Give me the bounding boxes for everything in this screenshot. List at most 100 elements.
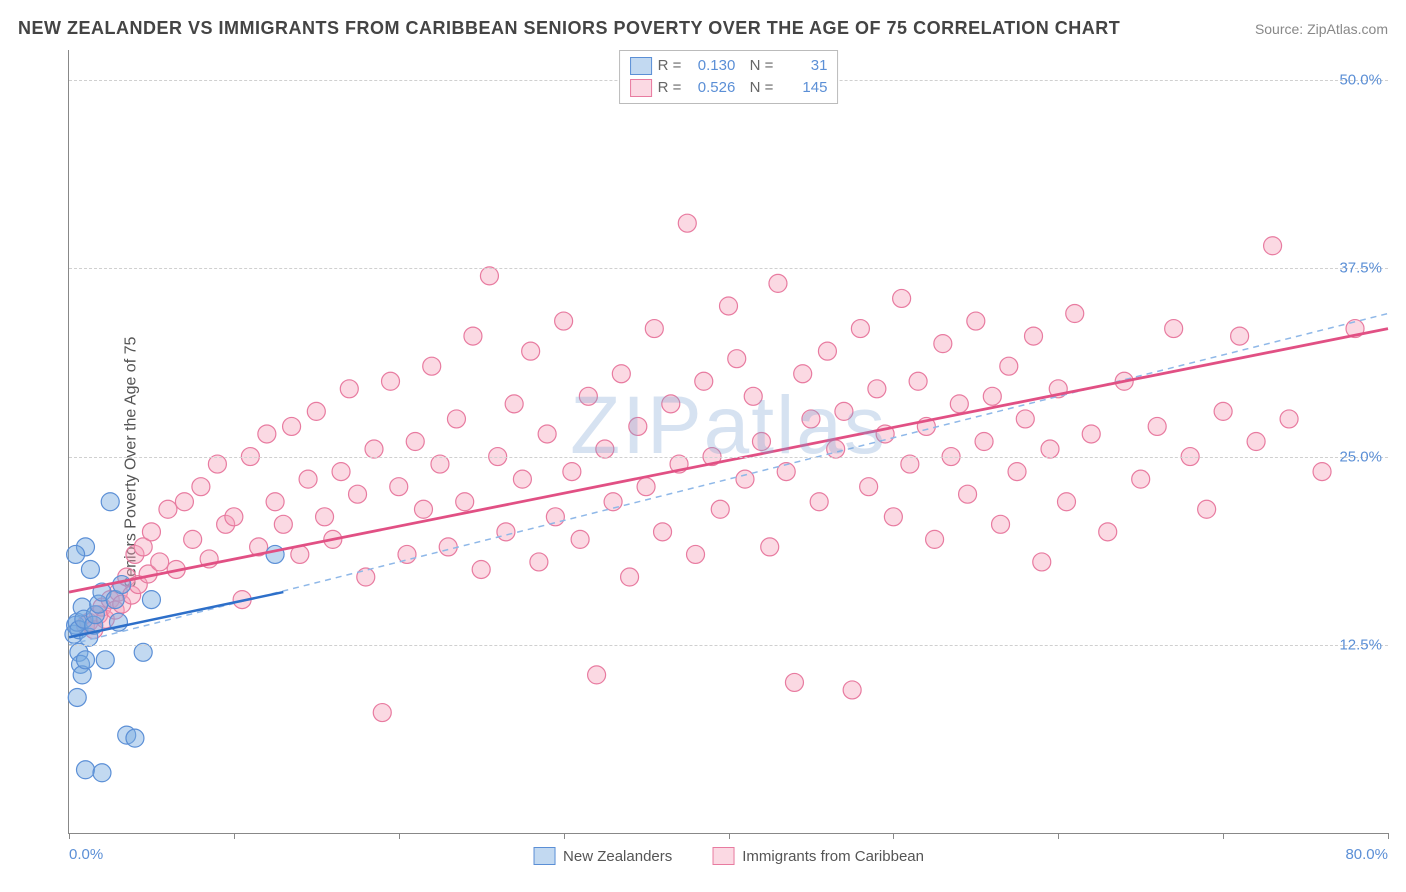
scatter-point — [406, 433, 424, 451]
x-tick — [1058, 833, 1059, 839]
scatter-point — [967, 312, 985, 330]
chart-source: Source: ZipAtlas.com — [1255, 21, 1388, 37]
legend-swatch — [630, 79, 652, 97]
scatter-point — [151, 553, 169, 571]
scatter-point — [1132, 470, 1150, 488]
scatter-point — [126, 729, 144, 747]
scatter-point — [101, 493, 119, 511]
y-tick-label: 25.0% — [1339, 448, 1382, 465]
scatter-point — [142, 591, 160, 609]
scatter-point — [1148, 417, 1166, 435]
scatter-point — [68, 688, 86, 706]
scatter-point — [901, 455, 919, 473]
scatter-point — [546, 508, 564, 526]
scatter-point — [464, 327, 482, 345]
legend-swatch — [712, 847, 734, 865]
x-tick — [1223, 833, 1224, 839]
scatter-point — [423, 357, 441, 375]
scatter-point — [563, 463, 581, 481]
scatter-point — [307, 402, 325, 420]
scatter-point — [497, 523, 515, 541]
legend-r-label: R = — [658, 55, 682, 77]
scatter-point — [752, 433, 770, 451]
legend-label: New Zealanders — [563, 848, 672, 865]
scatter-point — [530, 553, 548, 571]
scatter-point — [1165, 320, 1183, 338]
scatter-point — [349, 485, 367, 503]
scatter-point — [1198, 500, 1216, 518]
scatter-point — [382, 372, 400, 390]
x-tick — [1388, 833, 1389, 839]
scatter-point — [365, 440, 383, 458]
chart-area: Seniors Poverty Over the Age of 75 ZIPat… — [18, 50, 1388, 874]
scatter-point — [736, 470, 754, 488]
scatter-point — [184, 530, 202, 548]
scatter-point — [769, 274, 787, 292]
scatter-point — [456, 493, 474, 511]
scatter-point — [480, 267, 498, 285]
scatter-point — [860, 478, 878, 496]
x-tick — [234, 833, 235, 839]
scatter-point — [761, 538, 779, 556]
scatter-point — [579, 387, 597, 405]
scatter-point — [959, 485, 977, 503]
scatter-point — [283, 417, 301, 435]
scatter-point — [76, 651, 94, 669]
scatter-point — [332, 463, 350, 481]
legend-r-label: R = — [658, 77, 682, 99]
legend-row: R =0.130 N = 31 — [630, 55, 828, 77]
scatter-point — [266, 493, 284, 511]
scatter-point — [431, 455, 449, 473]
scatter-point — [538, 425, 556, 443]
scatter-point — [258, 425, 276, 443]
scatter-point — [505, 395, 523, 413]
scatter-point — [1041, 440, 1059, 458]
scatter-point — [357, 568, 375, 586]
scatter-point — [76, 761, 94, 779]
scatter-point — [1000, 357, 1018, 375]
legend-r-value: 0.130 — [687, 55, 735, 77]
scatter-point — [645, 320, 663, 338]
x-tick — [729, 833, 730, 839]
scatter-point — [447, 410, 465, 428]
scatter-point — [555, 312, 573, 330]
scatter-point — [414, 500, 432, 518]
scatter-point — [868, 380, 886, 398]
gridline — [69, 457, 1388, 458]
scatter-point — [612, 365, 630, 383]
gridline — [69, 268, 1388, 269]
scatter-point — [851, 320, 869, 338]
legend-n-value: 31 — [779, 55, 827, 77]
scatter-point — [654, 523, 672, 541]
legend-n-label: N = — [741, 55, 773, 77]
scatter-point — [621, 568, 639, 586]
scatter-point — [340, 380, 358, 398]
y-tick-label: 50.0% — [1339, 72, 1382, 89]
scatter-point — [81, 560, 99, 578]
scatter-point — [926, 530, 944, 548]
scatter-point — [1280, 410, 1298, 428]
scatter-point — [316, 508, 334, 526]
scatter-point — [299, 470, 317, 488]
scatter-point — [192, 478, 210, 496]
scatter-point — [472, 560, 490, 578]
scatter-point — [1082, 425, 1100, 443]
x-tick — [564, 833, 565, 839]
legend-row: R =0.526 N =145 — [630, 77, 828, 99]
y-tick-label: 12.5% — [1339, 636, 1382, 653]
gridline — [69, 645, 1388, 646]
x-start-label: 0.0% — [69, 846, 103, 863]
scatter-point — [1264, 237, 1282, 255]
y-tick-label: 37.5% — [1339, 260, 1382, 277]
scatter-point — [522, 342, 540, 360]
scatter-point — [1214, 402, 1232, 420]
scatter-point — [67, 545, 85, 563]
scatter-point — [225, 508, 243, 526]
scatter-point — [588, 666, 606, 684]
scatter-point — [1099, 523, 1117, 541]
scatter-point — [794, 365, 812, 383]
legend-correlation: R =0.130 N = 31R =0.526 N =145 — [619, 50, 839, 104]
legend-item: Immigrants from Caribbean — [712, 847, 924, 865]
scatter-point — [142, 523, 160, 541]
scatter-point — [629, 417, 647, 435]
